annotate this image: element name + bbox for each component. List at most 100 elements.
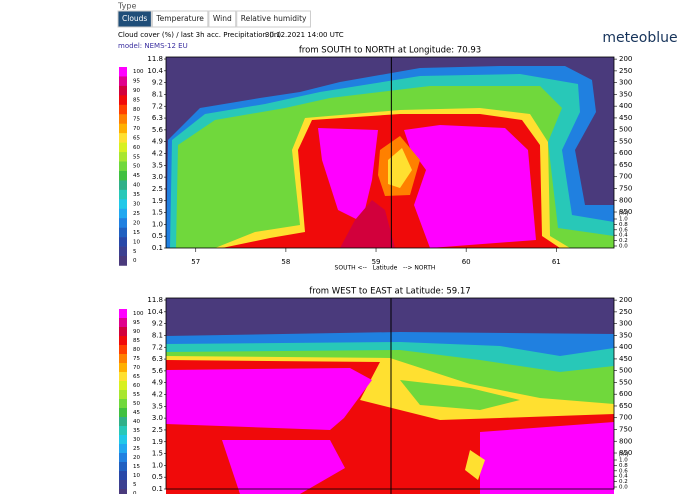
precip-tick-label: 0.4 (619, 474, 628, 480)
colorbar-swatch (119, 170, 127, 181)
plot-frame (165, 56, 615, 249)
colorbar-swatch (119, 161, 127, 172)
colorbar-label: 25 (133, 211, 140, 217)
precip-tick-label: 0.0 (619, 485, 628, 491)
y2-tick-label: 500 (619, 367, 632, 375)
y2-tick-label: 850 (619, 208, 632, 216)
colorbar-swatch (119, 309, 127, 319)
colorbar-label: 15 (133, 464, 140, 470)
colorbar-label: 65 (133, 374, 140, 380)
colorbar-label: 40 (133, 183, 140, 189)
colorbar-swatch (119, 336, 127, 346)
tab[interactable]: Temperature (151, 10, 209, 28)
y-tick-label: 10.4 (147, 308, 163, 316)
colorbar-swatch (119, 390, 127, 400)
y-tick-label: 1.5 (152, 450, 163, 458)
colorbar-swatch (119, 123, 127, 134)
y-tick-label: 2.5 (152, 185, 163, 193)
colorbar-swatch (119, 208, 127, 219)
colorbar-label: 100 (133, 69, 144, 75)
colorbar-swatch (119, 199, 127, 210)
y2-tick-label: 450 (619, 355, 632, 363)
tab[interactable]: Relative humidity (236, 10, 311, 28)
y-tick-label: 6.3 (152, 114, 163, 122)
y-tick-label: 8.1 (152, 331, 163, 339)
y2-tick-label: 550 (619, 137, 632, 145)
y-tick-label: 10.4 (147, 67, 163, 75)
colorbar-swatch (119, 189, 127, 200)
colorbar-swatch (119, 489, 127, 498)
logo: meteoblue (602, 30, 677, 46)
precip-tick-label: 0.4 (619, 233, 628, 239)
tab-box[interactable] (151, 10, 209, 28)
colorbar-swatch (119, 246, 127, 257)
colorbar-label: 55 (133, 392, 140, 398)
y-tick-label: 0.5 (152, 232, 163, 240)
y-tick-label: 2.5 (152, 426, 163, 434)
tab-label[interactable]: Temperature (155, 14, 204, 23)
y2-tick-label: 850 (619, 449, 632, 457)
tab-label[interactable]: Clouds (122, 14, 147, 23)
tab-label[interactable]: Relative humidity (241, 14, 307, 23)
precip-axis-label: [in] (619, 211, 628, 217)
x-tick-label: 61 (552, 258, 561, 266)
y-tick-label: 8.1 (152, 90, 163, 98)
colorbar-swatch (119, 152, 127, 162)
y2-tick-label: 200 (619, 55, 632, 63)
colorbar-label: 80 (133, 107, 140, 113)
y-tick-label: 1.9 (152, 197, 163, 205)
x-tick-label: 57 (191, 258, 200, 266)
colorbar-label: 75 (133, 116, 140, 122)
colorbar-swatch (119, 114, 127, 124)
y-tick-label: 1.0 (152, 220, 163, 228)
colorbar-swatch (119, 227, 127, 238)
colorbar-label: 65 (133, 135, 140, 141)
x-tick-label: 58 (281, 258, 290, 266)
y-tick-label: 1.0 (152, 461, 163, 469)
tab[interactable]: Wind (208, 10, 237, 28)
tab-label[interactable]: Wind (213, 14, 232, 23)
colorbar-label: 35 (133, 428, 140, 434)
model: model: NEMS-12 EU (118, 42, 188, 50)
colorbar-swatch (119, 133, 127, 143)
plot-frame (165, 297, 615, 490)
y2-tick-label: 750 (619, 184, 632, 192)
type-label: Type (117, 2, 136, 11)
colorbar-label: 70 (133, 126, 140, 132)
colorbar-label: 0 (133, 258, 137, 264)
colorbar-swatch (119, 327, 127, 337)
y-tick-label: 0.5 (152, 473, 163, 481)
precip-tick-label: 0.0 (619, 244, 628, 250)
y-tick-label: 4.9 (152, 379, 163, 387)
colorbar-label: 45 (133, 410, 140, 416)
y-tick-label: 3.5 (152, 161, 163, 169)
datetime: 30.12.2021 14:00 UTC (265, 31, 344, 39)
colorbar-label: 80 (133, 347, 140, 353)
colorbar-swatch (119, 399, 127, 409)
caption: Cloud cover (%) / last 3h acc. Precipita… (118, 31, 281, 39)
precip-tick-label: 0.6 (619, 227, 628, 233)
tab-box[interactable] (117, 10, 152, 28)
colorbar-swatch (119, 104, 127, 115)
colorbar-label: 25 (133, 446, 140, 452)
colorbar-swatch (119, 417, 127, 427)
colorbar-label: 20 (133, 220, 140, 226)
y2-tick-label: 500 (619, 126, 632, 134)
colorbar-swatch (119, 67, 127, 77)
colorbar-label: 95 (133, 79, 140, 85)
tab-box[interactable] (208, 10, 237, 28)
colorbar-swatch (119, 408, 127, 418)
chart: from SOUTH to NORTH at Longitude: 70.93 1… (147, 46, 632, 272)
y2-tick-label: 650 (619, 161, 632, 169)
y2-tick-label: 750 (619, 425, 632, 433)
colorbar-swatch (119, 435, 127, 445)
precip-tick-label: 0.8 (619, 463, 628, 469)
y2-tick-label: 400 (619, 102, 632, 110)
y2-tick-label: 650 (619, 402, 632, 410)
precip-tick-label: 0.2 (619, 238, 628, 244)
tab[interactable]: Clouds (117, 10, 152, 28)
tab-box[interactable] (236, 10, 311, 28)
y-tick-label: 5.6 (152, 126, 164, 134)
colorbar-swatch (119, 142, 127, 153)
colorbar-swatch (119, 381, 127, 391)
